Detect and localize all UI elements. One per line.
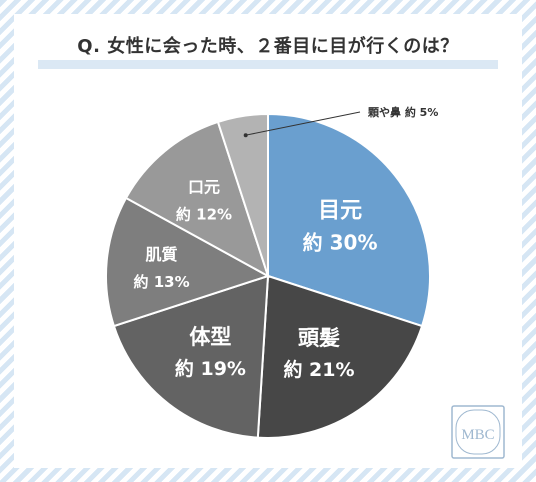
slice-label-name: 目元 (318, 199, 362, 224)
callout-line (245, 111, 361, 136)
slice-label-name: 肌質 (146, 245, 178, 264)
mbc-logo: MBC (451, 405, 505, 459)
slice-label-callout: 顆や鼻 約 5% (368, 105, 438, 119)
slice-label-name: 口元 (188, 178, 220, 197)
pie-slice-1 (267, 112, 431, 328)
slice-label-value: 約 21% (283, 358, 354, 381)
pie-slice-2 (256, 274, 424, 439)
svg-text:MBC: MBC (461, 427, 494, 443)
slice-label-value: 約 30% (303, 231, 378, 255)
slice-label-value: 約 13% (133, 273, 189, 291)
pie-slice-3 (112, 274, 270, 439)
title-underline (38, 60, 498, 69)
slice-label-value: 約 12% (176, 206, 232, 224)
pie-slice-5 (124, 120, 270, 279)
slice-label-value: 約 19% (175, 357, 246, 380)
slice-label-name: 体型 (189, 325, 231, 349)
chart-title: Q. 女性に会った時、２番目に目が行くのは？ (77, 36, 459, 57)
slice-label-name: 頭髪 (298, 326, 340, 350)
pie-slice-6 (216, 112, 269, 277)
pie-slice-4 (105, 196, 271, 328)
